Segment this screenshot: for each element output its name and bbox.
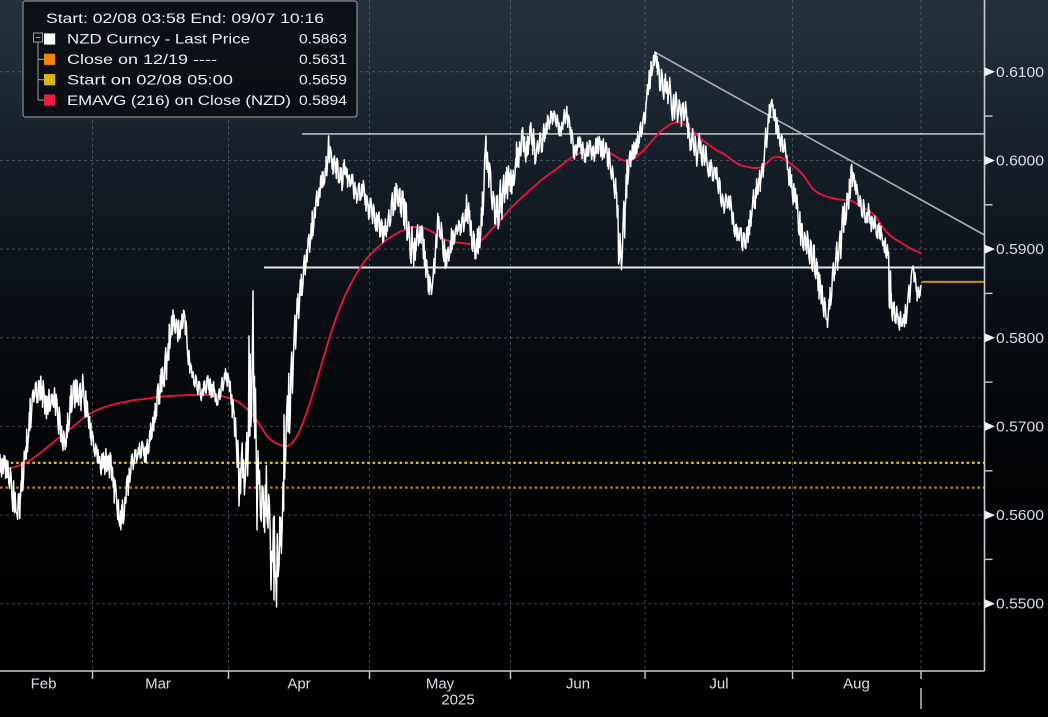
svg-text:0.5863: 0.5863 [299,32,347,47]
svg-text:0.5800: 0.5800 [996,331,1044,347]
svg-text:0.5600: 0.5600 [996,508,1044,524]
svg-text:0.6000: 0.6000 [996,154,1044,170]
svg-text:0.5659: 0.5659 [299,72,347,87]
svg-text:0.5700: 0.5700 [996,419,1044,435]
svg-text:Jul: Jul [709,676,728,693]
svg-text:EMAVG (216) on Close (NZD): EMAVG (216) on Close (NZD) [67,93,291,108]
svg-text:0.6100: 0.6100 [996,65,1044,81]
svg-text:Apr: Apr [287,676,310,693]
svg-text:Start on 02/08 05:00: Start on 02/08 05:00 [67,72,233,87]
svg-text:Feb: Feb [31,676,57,693]
svg-text:Mar: Mar [145,676,171,693]
svg-text:0.5894: 0.5894 [299,93,348,108]
svg-text:Close on 12/19 ----: Close on 12/19 ---- [67,52,217,67]
svg-text:0.5500: 0.5500 [996,597,1044,613]
svg-text:Aug: Aug [843,676,870,693]
svg-text:2025: 2025 [441,692,474,709]
svg-text:Jun: Jun [566,676,590,693]
svg-text:NZD Curncy - Last Price: NZD Curncy - Last Price [67,32,250,47]
svg-text:May: May [426,676,455,693]
svg-text:Start: 02/08 03:58 End: 09/07: Start: 02/08 03:58 End: 09/07 10:16 [46,11,324,26]
svg-text:0.5631: 0.5631 [299,52,347,67]
svg-text:0.5900: 0.5900 [996,242,1044,258]
